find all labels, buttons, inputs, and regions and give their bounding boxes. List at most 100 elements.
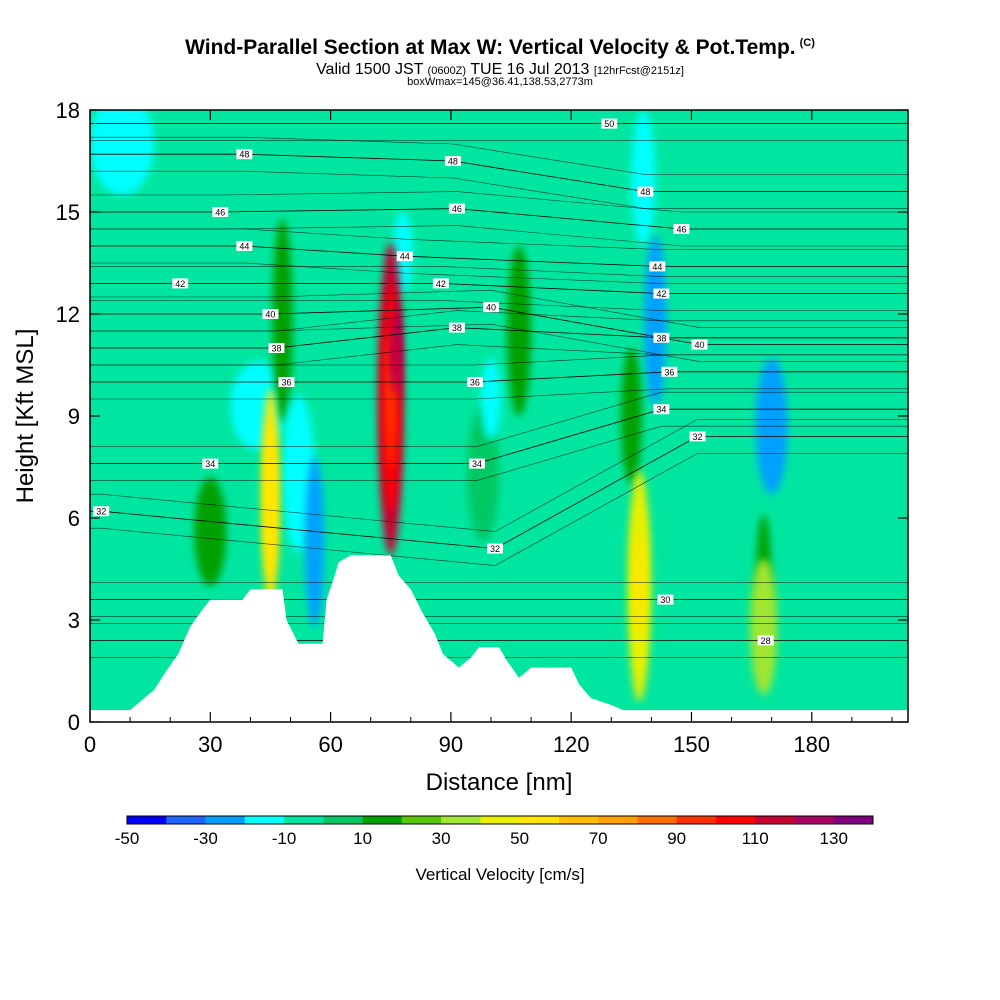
colorbar-swatch: [598, 816, 638, 824]
colorbar-swatch: [284, 816, 324, 824]
colorbar-tick-label: 30: [432, 829, 451, 848]
x-tick-label: 30: [198, 732, 222, 757]
x-tick-label: 90: [439, 732, 463, 757]
theta-contour-minor: [90, 453, 908, 566]
contour-label: 40: [482, 302, 499, 313]
colorbar-swatch: [833, 816, 874, 824]
colorbar-swatch: [715, 816, 756, 824]
velocity-cell: [631, 110, 656, 246]
contour-labels: 28 30 32 32 32 34 34 34 36 36 36 38 38 38 40 40 40 42 42 42…: [93, 118, 774, 646]
contour-label: 36: [278, 377, 295, 388]
theta-contour-minor: [90, 191, 908, 213]
valid-utc: (0600Z): [427, 65, 467, 77]
y-tick-label: 12: [56, 302, 80, 327]
theta-contour-minor: [90, 388, 908, 400]
contour-label: 48: [637, 186, 654, 197]
colorbar-swatch: [205, 816, 246, 824]
contour-label-text: 36: [281, 378, 291, 388]
contour-label: 32: [486, 543, 503, 554]
contour-label: 46: [212, 207, 229, 218]
y-tick-label: 3: [68, 608, 80, 633]
velocity-cell: [620, 348, 642, 484]
contour-label: 36: [466, 377, 483, 388]
updraft-core: [636, 560, 642, 612]
colorbar-swatch: [637, 816, 678, 824]
contour-label-text: 34: [472, 459, 482, 469]
y-tick-label: 9: [68, 404, 80, 429]
colorbar-swatch: [794, 816, 835, 824]
colorbar-tick-label: 70: [589, 829, 608, 848]
theta-contour-minor: [90, 289, 908, 328]
contour-label-text: 32: [490, 544, 500, 554]
velocity-cell: [466, 405, 499, 542]
colorbar-frame: [126, 815, 874, 825]
y-tick-label: 15: [56, 200, 80, 225]
theta-contour-minor: [90, 262, 908, 284]
contour-label-text: 46: [452, 204, 462, 214]
y-tick-label: 6: [68, 506, 80, 531]
theta-contour-minor: [90, 344, 908, 366]
contour-label: 28: [757, 635, 774, 646]
contour-label: 32: [93, 506, 110, 517]
colorbar-swatch: [127, 816, 167, 824]
colorbar-tick-label: -50: [115, 829, 140, 848]
contour-label: 38: [653, 332, 670, 343]
contour-label-text: 44: [239, 242, 249, 252]
updraft-core: [393, 342, 397, 367]
contour-label-text: 36: [470, 378, 480, 388]
colorbar-swatch: [558, 816, 599, 824]
contour-label-text: 42: [436, 279, 446, 289]
colorbar-swatch: [441, 816, 481, 824]
x-tick-label: 120: [553, 732, 590, 757]
velocity-cell: [90, 110, 155, 195]
colorbar-tick-label: 110: [742, 829, 769, 848]
forecast-info: [12hrFcst@2151z]: [593, 65, 684, 77]
contour-label-text: 40: [694, 340, 704, 350]
contour-label: 46: [448, 203, 465, 214]
velocity-cell: [194, 477, 227, 586]
x-tick-label: 60: [318, 732, 342, 757]
x-tick-label: 150: [673, 732, 710, 757]
x-tick-label: 0: [84, 732, 96, 757]
contour-label: 34: [202, 458, 219, 469]
contour-label-text: 34: [205, 459, 215, 469]
contour-label-text: 30: [660, 595, 670, 605]
contour-label: 48: [236, 149, 253, 160]
x-axis-title: Distance [nm]: [426, 769, 573, 796]
y-tick-label: 0: [68, 710, 80, 735]
contour-label-text: 46: [215, 208, 225, 218]
boxwmax-info: boxWmax=145@36.41,138.53,2773m: [407, 76, 593, 88]
theta-contour-minor: [90, 136, 908, 175]
contour-label-text: 32: [692, 432, 702, 442]
colorbar-tick-label: -30: [193, 829, 218, 848]
colorbar-tick-label: 130: [820, 829, 848, 848]
colorbar-swatch: [323, 816, 364, 824]
contour-label-text: 38: [656, 333, 666, 343]
chart-title: Wind-Parallel Section at Max W: Vertical…: [185, 36, 815, 59]
contour-label: 40: [691, 339, 708, 350]
contour-label-text: 50: [604, 119, 614, 129]
colorbar-swatch: [244, 816, 285, 824]
contour-label-text: 42: [656, 289, 666, 299]
colorbar: -50 -30 -10 10 30 50 70 90 110 130: [115, 815, 874, 848]
updraft-core: [268, 473, 273, 522]
x-tick-label: 180: [793, 732, 830, 757]
contour-label: 50: [601, 118, 618, 129]
theta-contour-minor: [90, 225, 908, 247]
contour-label: 30: [657, 594, 674, 605]
contour-label-text: 38: [271, 344, 281, 354]
theta-contour-minor: [90, 391, 908, 447]
contour-label: 32: [689, 431, 706, 442]
valid-time: Valid 1500 JST: [316, 61, 424, 78]
contour-label: 38: [268, 343, 285, 354]
theta-contour-minor: [90, 266, 908, 277]
contour-label: 38: [448, 322, 465, 333]
colorbar-tick-label: -10: [272, 829, 297, 848]
contour-label: 40: [262, 309, 279, 320]
y-axis-title: Height [Kft MSL]: [12, 329, 39, 504]
contour-label-text: 46: [676, 225, 686, 235]
theta-contour-minor: [90, 323, 908, 362]
contour-label: 36: [661, 366, 678, 377]
theta-contour-minor: [90, 425, 908, 481]
